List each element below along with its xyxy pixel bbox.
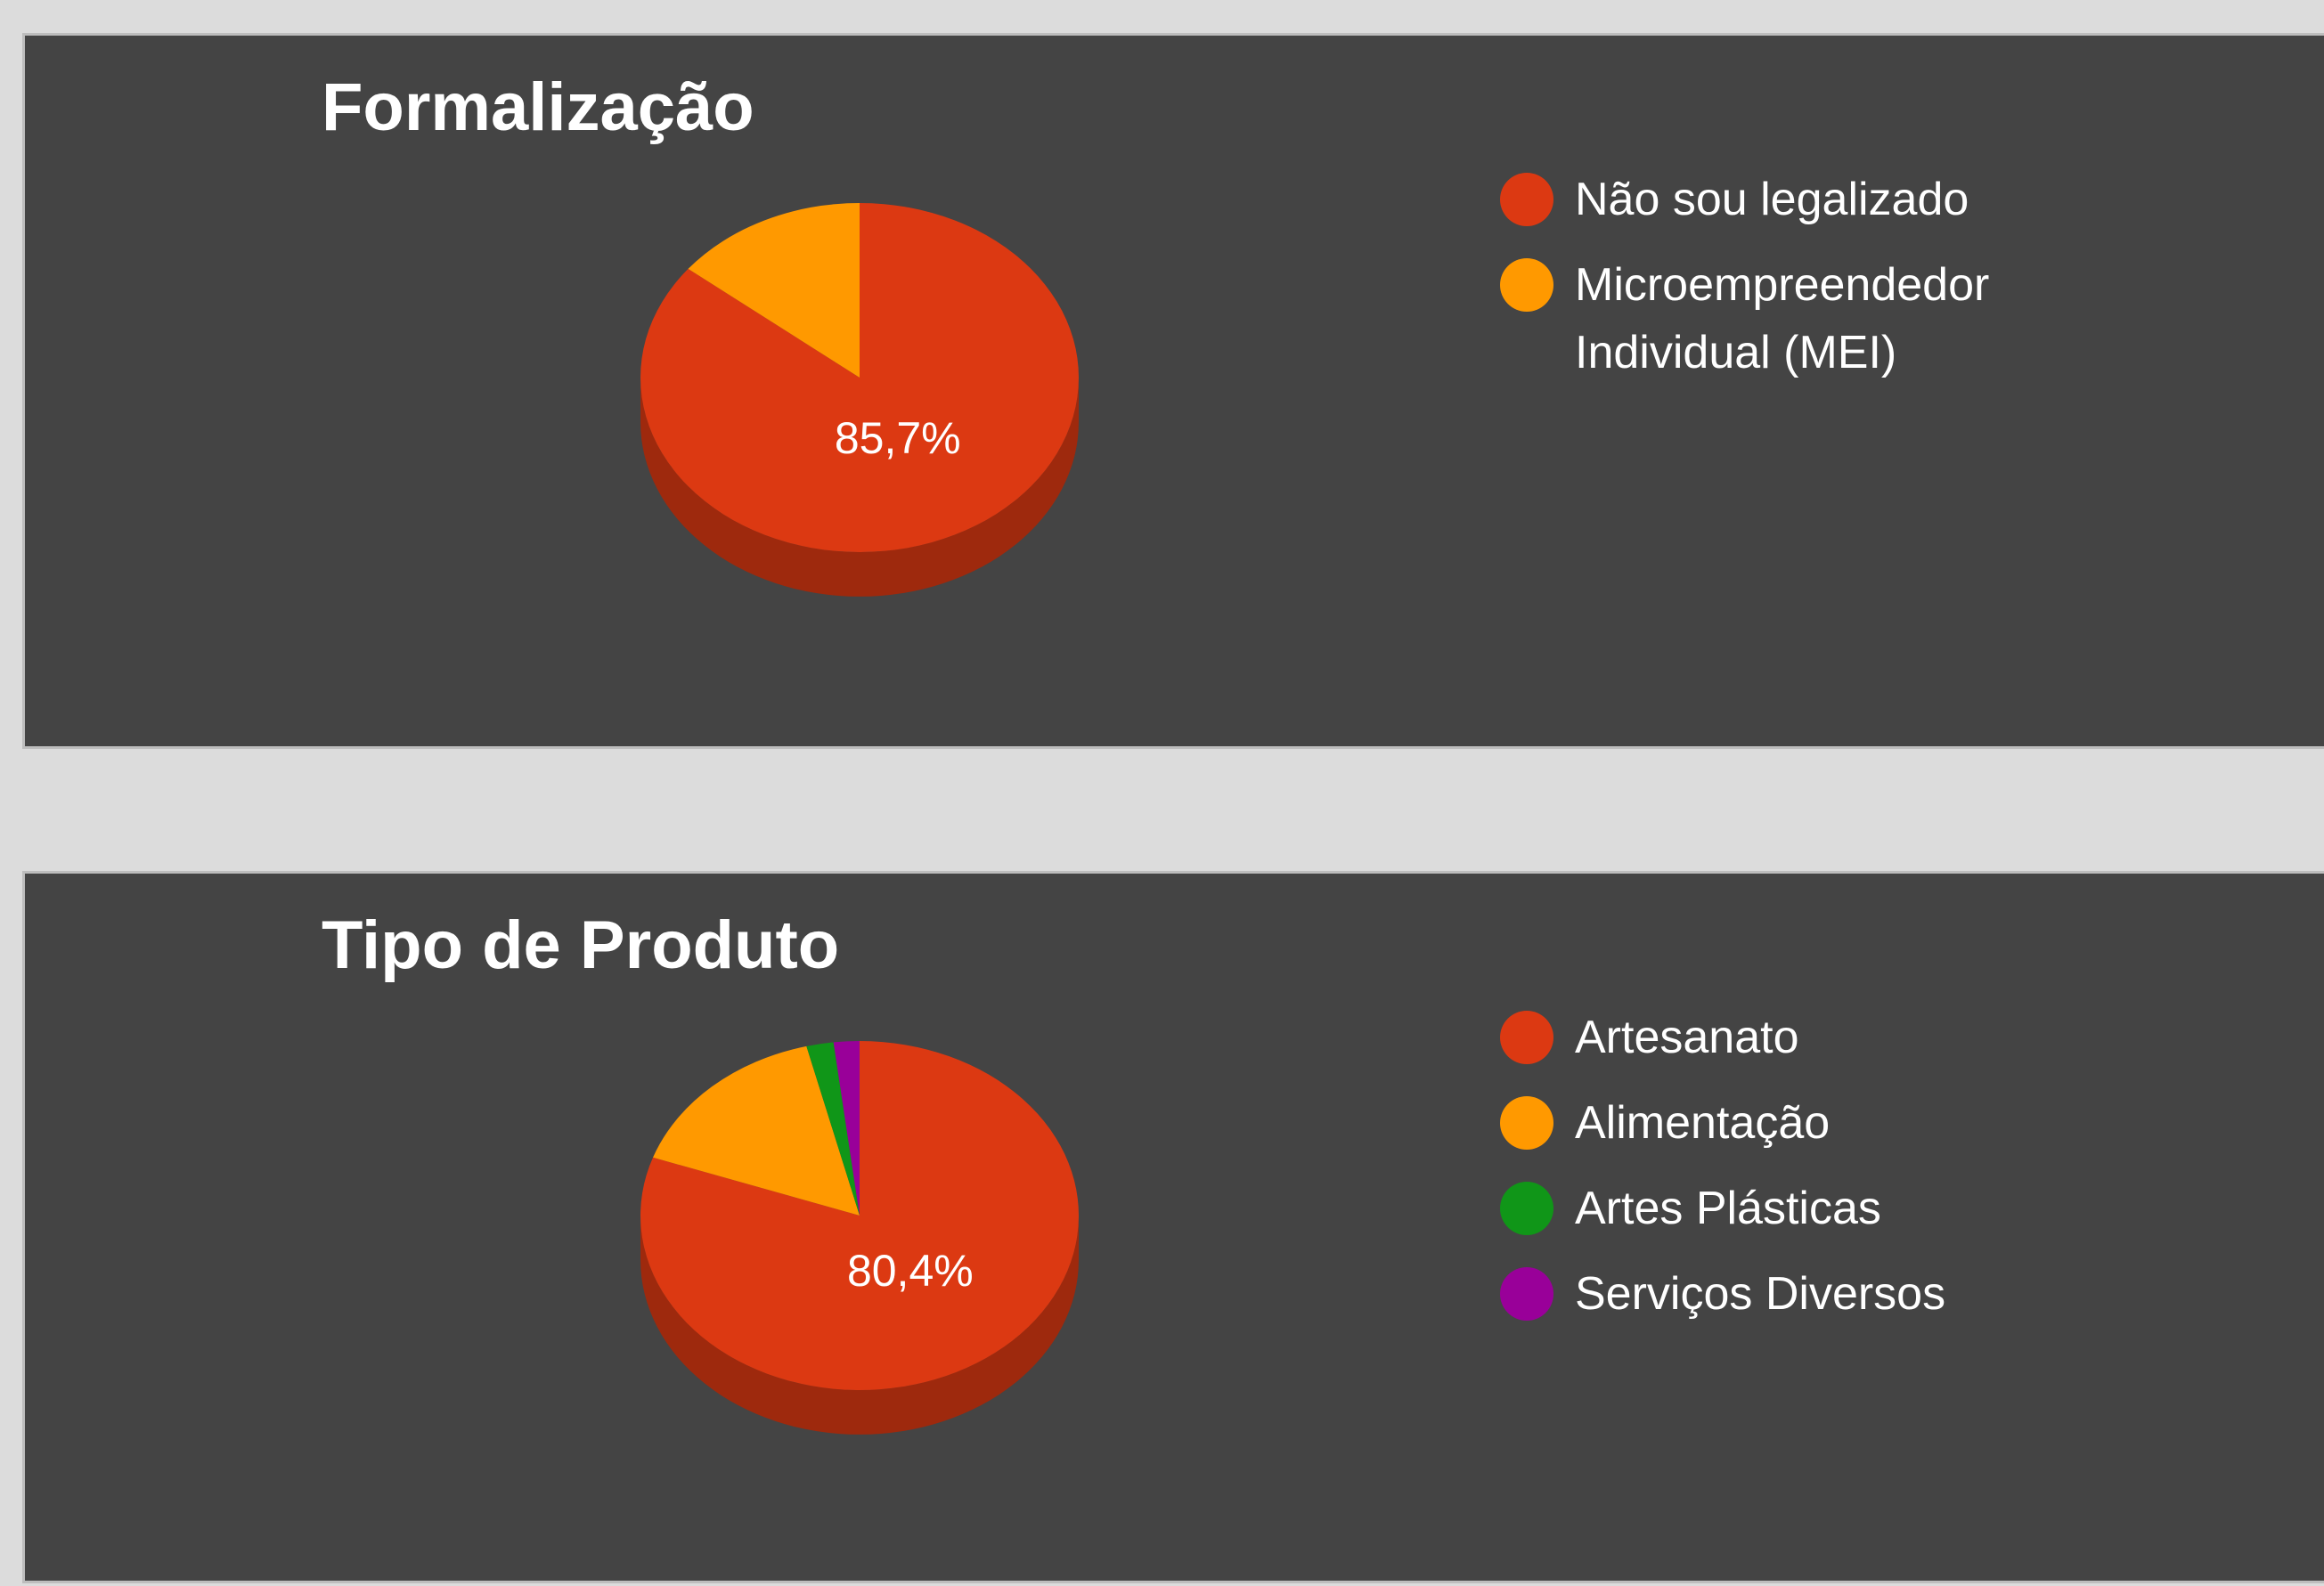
pie-slice bbox=[688, 203, 860, 378]
pie-sides bbox=[640, 1216, 1079, 1435]
legend-label: Serviços Diversos bbox=[1575, 1268, 1946, 1320]
legend-label: Artes Plásticas bbox=[1575, 1183, 1881, 1234]
pie-slice bbox=[806, 1042, 860, 1216]
slice-label: 85,7% bbox=[835, 413, 961, 463]
pie-slice bbox=[653, 1045, 860, 1216]
legend-swatch bbox=[1500, 1096, 1553, 1150]
legend-label: Alimentação bbox=[1575, 1097, 1831, 1149]
legend-item: Artes Plásticas bbox=[1500, 1175, 2124, 1242]
slice-label: 80,4% bbox=[847, 1246, 974, 1296]
chart-panel: Formalização 85,7% Não sou legalizado Micro… bbox=[22, 33, 2324, 749]
legend-swatch bbox=[1500, 173, 1553, 226]
legend-item: Alimentação bbox=[1500, 1089, 2124, 1157]
chart: Formalização 85,7% bbox=[322, 69, 1080, 597]
pie-slice bbox=[640, 203, 1080, 552]
legend-item: Serviços Diversos bbox=[1500, 1260, 2124, 1328]
pie-slice-side bbox=[640, 378, 1079, 597]
legend: Artesanato Alimentação Artes Plásticas Serv… bbox=[1500, 1004, 2124, 1346]
chart-title: Tipo de Produto bbox=[322, 907, 839, 983]
legend-label: Microempreendedor Individual (MEI) bbox=[1575, 259, 1990, 378]
legend-swatch bbox=[1500, 1267, 1553, 1321]
chart: Tipo de Produto 80,4% bbox=[322, 907, 1079, 1435]
legend: Não sou legalizado Microempreendedor Indi… bbox=[1500, 166, 2124, 404]
chart-panel: Tipo de Produto 80,4% Artesanato Alimentaçã… bbox=[22, 871, 2324, 1583]
legend-swatch bbox=[1500, 258, 1553, 312]
legend-swatch bbox=[1500, 1182, 1553, 1235]
pie-sides bbox=[640, 378, 1079, 597]
pie-slice-side bbox=[640, 1216, 1079, 1435]
legend-item: Não sou legalizado bbox=[1500, 166, 2124, 233]
legend-item: Microempreendedor Individual (MEI) bbox=[1500, 251, 2124, 386]
legend-item: Artesanato bbox=[1500, 1004, 2124, 1071]
chart-title: Formalização bbox=[322, 69, 754, 145]
legend-swatch bbox=[1500, 1011, 1553, 1064]
legend-label: Não sou legalizado bbox=[1575, 174, 1969, 225]
pie-slice bbox=[833, 1041, 860, 1216]
legend-label: Artesanato bbox=[1575, 1012, 1799, 1063]
